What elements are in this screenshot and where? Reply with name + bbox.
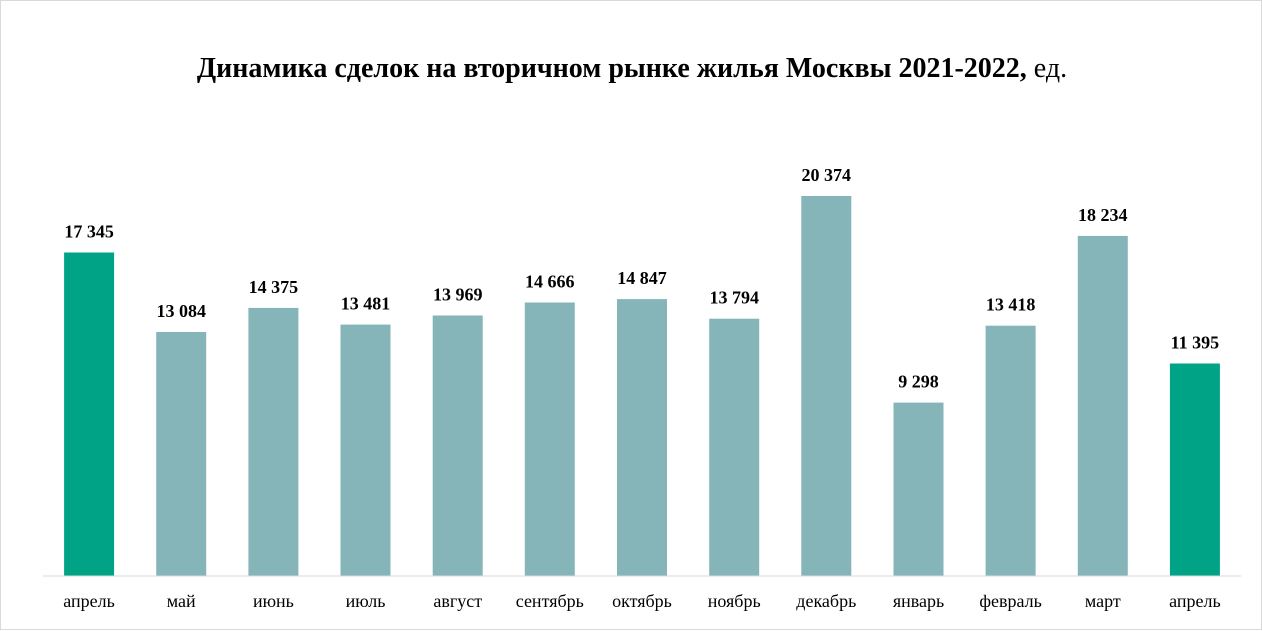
- bar-12: [1077, 235, 1128, 576]
- category-label-11: февраль: [979, 591, 1042, 611]
- value-label-5: 13 969: [433, 285, 483, 305]
- bar-1: [64, 252, 115, 576]
- category-label-4: июль: [346, 591, 386, 611]
- category-label-5: август: [433, 591, 482, 611]
- value-label-7: 14 847: [617, 268, 667, 288]
- bar-4: [340, 324, 391, 576]
- value-label-13: 11 395: [1171, 333, 1220, 353]
- category-label-7: октябрь: [612, 591, 672, 611]
- bar-5: [432, 315, 483, 576]
- value-label-6: 14 666: [525, 272, 575, 292]
- category-labels-group: апрель май июнь июль август сентябрь октябрь но…: [63, 591, 1220, 611]
- value-label-2: 13 084: [156, 301, 206, 321]
- chart-title-main: Динамика сделок на вторичном рынке жилья…: [196, 53, 1027, 84]
- category-label-2: май: [167, 591, 196, 611]
- bar-7: [617, 299, 667, 576]
- value-label-8: 13 794: [709, 288, 759, 308]
- bar-3: [248, 307, 299, 576]
- category-label-1: апрель: [63, 591, 115, 611]
- category-label-3: июнь: [253, 591, 294, 611]
- bar-10: [893, 402, 944, 576]
- bar-2: [156, 332, 207, 576]
- category-label-6: сентябрь: [516, 591, 584, 611]
- bar-9: [801, 196, 852, 576]
- value-label-10: 9 298: [898, 372, 939, 392]
- bar-6: [524, 302, 575, 576]
- bar-8: [709, 318, 760, 576]
- value-label-9: 20 374: [802, 165, 852, 185]
- bar-11: [985, 325, 1036, 576]
- value-label-11: 13 418: [986, 295, 1036, 315]
- category-label-8: ноябрь: [708, 591, 761, 611]
- value-labels-group: 17 345 13 084 14 375 13 481 13 969 14 666 14 8…: [64, 165, 1219, 392]
- chart-title: Динамика сделок на вторичном рынке жилья…: [1, 53, 1262, 85]
- category-label-10: январь: [893, 591, 944, 611]
- chart-title-unit: ед.: [1026, 53, 1068, 84]
- bars-group: [64, 196, 1220, 576]
- category-label-13: апрель: [1169, 591, 1221, 611]
- value-label-3: 14 375: [249, 277, 299, 297]
- value-label-12: 18 234: [1078, 205, 1128, 225]
- value-label-1: 17 345: [64, 222, 114, 242]
- value-label-4: 13 481: [341, 294, 391, 314]
- category-label-12: март: [1085, 591, 1121, 611]
- category-label-9: декабрь: [796, 591, 856, 611]
- bar-13: [1169, 363, 1220, 576]
